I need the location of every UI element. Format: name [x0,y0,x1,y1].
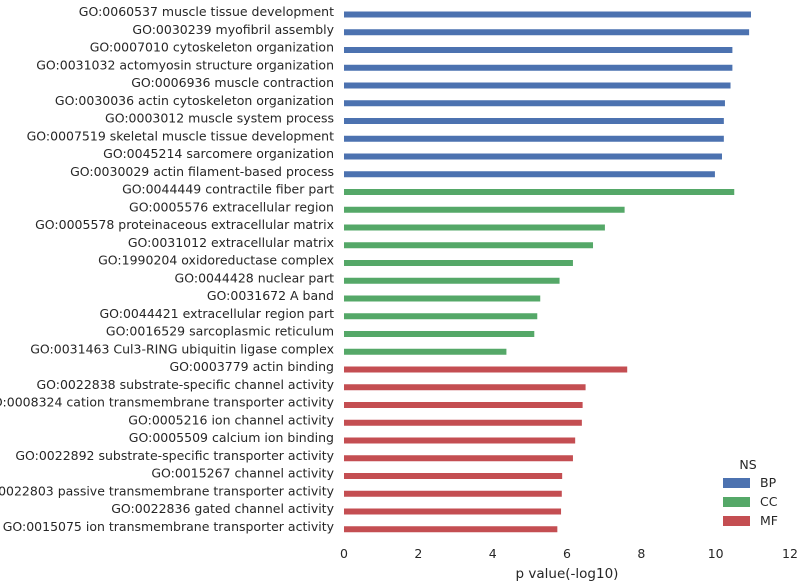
bar [344,384,586,391]
bar [344,366,628,373]
bar [344,11,751,18]
category-label: GO:0031463 Cul3-RING ubiquitin ligase co… [30,341,334,356]
category-label: GO:1990204 oxidoreductase complex [98,253,334,268]
legend-swatch [723,516,750,526]
category-label: GO:0007519 skeletal muscle tissue develo… [27,128,334,143]
category-label: GO:0044421 extracellular region part [99,306,334,321]
bar [344,242,594,249]
category-label: GO:0005509 calcium ion binding [129,430,334,445]
category-label: GO:0031672 A band [207,288,334,303]
category-label: GO:0045214 sarcomere organization [103,146,334,161]
legend-swatch [723,478,750,488]
bar [344,331,535,337]
bar [344,402,583,408]
bar [344,153,722,160]
legend-label: CC [760,494,778,509]
category-label: GO:0015267 channel activity [151,466,334,481]
bar [344,47,733,53]
bar [344,277,560,284]
bar [344,135,724,142]
bar [344,260,573,266]
category-label: GO:0003012 muscle system process [105,111,334,126]
category-label: GO:0044449 contractile fiber part [122,182,334,197]
bar [344,171,715,178]
x-axis-title: p value(-log10) [516,566,619,582]
category-label: GO:0005576 extracellular region [129,199,334,214]
x-tick-label: 8 [637,546,645,561]
bar [344,419,582,426]
category-label: GO:0016529 sarcoplasmic reticulum [106,324,334,339]
category-label: GO:0031012 extracellular matrix [128,235,334,250]
category-label: GO:0008324 cation transmembrane transpor… [0,395,335,410]
legend: NS BP CC MF [723,457,778,528]
category-label: GO:0022838 substrate-specific channel ac… [36,377,334,392]
bar [344,29,750,36]
bar [344,64,733,71]
category-label: GO:0031032 actomyosin structure organiza… [36,57,334,72]
legend-label: BP [760,475,777,490]
category-label: GO:0022803 passive transmembrane transpo… [0,483,335,498]
x-tick-label: 2 [414,546,422,561]
bar [344,508,562,515]
bar [344,437,576,444]
bar [344,206,625,213]
bar [344,189,735,195]
category-label: GO:0044428 nuclear part [175,270,335,285]
category-label: GO:0030239 myofibril assembly [132,22,334,37]
x-axis-ticks: 0 2 4 6 8 10 12 [340,546,798,561]
x-tick-label: 0 [340,546,348,561]
x-tick-label: 10 [708,546,724,561]
bar [344,295,541,302]
category-label: GO:0005578 proteinaceous extracellular m… [35,217,334,232]
bar [344,490,562,497]
bar [344,100,725,107]
bar [344,526,558,533]
legend-swatch [723,497,750,507]
category-label: GO:0003779 actin binding [169,359,334,374]
bar [344,348,507,355]
x-tick-label: 6 [563,546,571,561]
category-label: GO:0030036 actin cytoskeleton organizati… [55,93,334,108]
category-label: GO:0060537 muscle tissue development [79,4,334,19]
bar [344,313,538,320]
x-tick-label: 12 [782,546,798,561]
bar [344,473,563,479]
category-label: GO:0022836 gated channel activity [111,501,334,516]
category-label: GO:0015075 ion transmembrane transporter… [3,519,335,534]
legend-label: MF [760,513,778,528]
category-label: GO:0030029 actin filament-based process [70,164,334,179]
bar [344,118,724,124]
legend-title: NS [739,457,756,472]
bars [344,11,751,533]
bar [344,224,605,231]
bar [344,455,573,462]
bar [344,82,731,89]
x-tick-label: 4 [489,546,497,561]
category-label: GO:0006936 muscle contraction [131,75,334,90]
category-labels: GO:0060537 muscle tissue development GO:0… [0,4,335,534]
category-label: GO:0022892 substrate-specific transporte… [15,448,334,463]
category-label: GO:0007010 cytoskeleton organization [90,40,334,55]
category-label: GO:0005216 ion channel activity [128,412,334,427]
